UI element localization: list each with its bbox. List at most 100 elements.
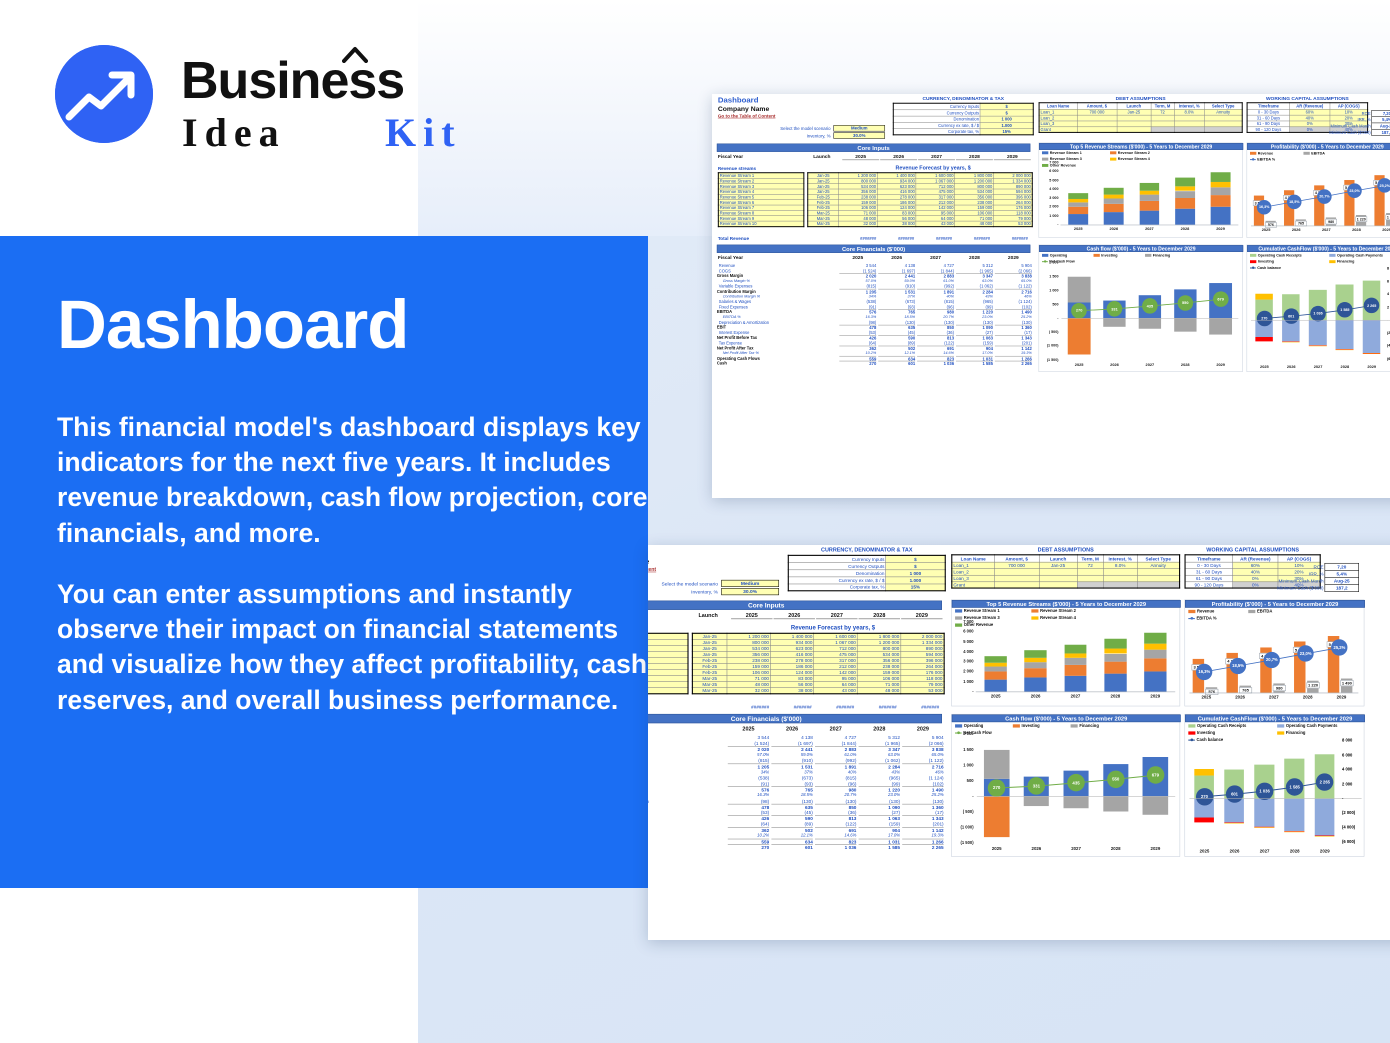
debt-cell[interactable]: 72 bbox=[1150, 108, 1175, 116]
net-cash-flow-bubble: 435 bbox=[1142, 298, 1158, 314]
revenue-stream-launch[interactable]: Jan-25 bbox=[807, 188, 839, 195]
currency-row-value[interactable]: 1 000 bbox=[885, 569, 946, 577]
legend-item: Revenue bbox=[1188, 609, 1243, 614]
revenue-stream-value[interactable]: 1 334 000 bbox=[993, 178, 1033, 184]
financial-row-value: (201) bbox=[1022, 340, 1032, 346]
inventory-input[interactable]: 30.0% bbox=[721, 588, 780, 596]
cash-balance-bubble: 1 585 bbox=[1337, 302, 1353, 318]
currency-row-value[interactable]: $ bbox=[885, 555, 946, 563]
x-tick: 2026 bbox=[1109, 226, 1119, 232]
revenue-stream-launch[interactable]: Mar-25 bbox=[692, 681, 728, 688]
wc-cell[interactable]: 0% bbox=[1289, 126, 1331, 133]
financial-row-value: 1 343 bbox=[902, 815, 944, 822]
debt-col-header: Interest, % bbox=[1173, 102, 1205, 110]
logo-circumflex-icon bbox=[342, 46, 368, 63]
financial-row-value: (130) bbox=[801, 798, 813, 804]
revenue-stream-value[interactable]: 56 000 bbox=[877, 215, 917, 222]
debt-cell[interactable]: Grant bbox=[951, 581, 995, 589]
revenue-stream-value[interactable]: 118 000 bbox=[993, 210, 1033, 216]
revenue-stream-name[interactable]: Revenue Stream 8 bbox=[718, 210, 805, 216]
currency-row-value[interactable]: 15% bbox=[885, 583, 946, 592]
chart-cash-flow-title: Cash flow ($'000) - 5 Years to December … bbox=[1039, 245, 1244, 252]
wc-cell[interactable]: 30% bbox=[1277, 574, 1321, 582]
revenue-stream-launch[interactable]: Mar-25 bbox=[692, 687, 728, 695]
revenue-stream-name[interactable]: Revenue Stream 10 bbox=[718, 220, 805, 227]
debt-cell[interactable]: Annuity bbox=[1204, 108, 1243, 116]
wc-cell[interactable]: 0% bbox=[1232, 574, 1279, 582]
debt-cell[interactable] bbox=[1173, 126, 1205, 133]
debt-cell[interactable] bbox=[1116, 126, 1152, 133]
y-tick: 2 000 bbox=[963, 731, 974, 737]
core-financials-year-2027: 2027 bbox=[829, 725, 842, 732]
total-revenue-value: ####### bbox=[898, 235, 915, 241]
revenue-stream-name[interactable]: Revenue Stream 7 bbox=[648, 669, 689, 676]
revenue-stream-value[interactable]: 32 000 bbox=[726, 687, 771, 695]
debt-cell[interactable] bbox=[1076, 574, 1104, 582]
revenue-stream-value[interactable]: 53 000 bbox=[900, 687, 945, 695]
revenue-stream-value[interactable]: 79 000 bbox=[900, 681, 945, 688]
chart-cumulative-cashflow-title: Cumulative CashFlow ($'000) - 5 Years to… bbox=[1247, 245, 1390, 252]
debt-cell[interactable]: Grant bbox=[1038, 126, 1078, 133]
revenue-stream-value[interactable]: 83 000 bbox=[877, 210, 917, 216]
bar-operating-payments bbox=[1224, 798, 1245, 823]
wc-cell[interactable]: 10% bbox=[1329, 108, 1368, 116]
debt-block-title: DEBT ASSUMPTIONS bbox=[1115, 95, 1166, 102]
revenue-stream-value[interactable]: 32 000 bbox=[838, 220, 878, 227]
revenue-stream-value[interactable]: 176 000 bbox=[900, 669, 945, 676]
debt-cell[interactable] bbox=[1076, 581, 1104, 589]
debt-cell[interactable] bbox=[1136, 574, 1180, 582]
wc-cell[interactable]: 0% bbox=[1232, 581, 1279, 589]
debt-cell[interactable]: Jan-25 bbox=[1116, 108, 1152, 116]
revenue-stream-value[interactable]: 594 000 bbox=[993, 188, 1033, 195]
revenue-stream-name[interactable]: Revenue Stream 10 bbox=[648, 687, 689, 695]
financial-row-value: 17.0% bbox=[887, 832, 901, 838]
legend-label: Operating Cash Payments bbox=[1285, 723, 1338, 729]
revenue-stream-value[interactable]: 1 334 000 bbox=[900, 639, 945, 646]
revenue-stream-value[interactable]: 416 000 bbox=[877, 188, 917, 195]
scenario-select[interactable]: Medium bbox=[833, 125, 886, 132]
financial-row-value: 634 bbox=[878, 355, 916, 361]
debt-cell[interactable] bbox=[1136, 581, 1180, 589]
revenue-stream-launch[interactable]: Mar-25 bbox=[807, 220, 839, 227]
bar-segment bbox=[1068, 206, 1089, 215]
currency-row-value[interactable]: 15% bbox=[980, 128, 1034, 136]
revenue-stream-launch[interactable]: Feb-25 bbox=[692, 669, 728, 676]
currency-row-value[interactable]: 1 000 bbox=[980, 115, 1034, 123]
revenue-stream-value[interactable]: 48 000 bbox=[856, 687, 901, 695]
revenue-stream-launch[interactable]: Mar-25 bbox=[807, 210, 839, 216]
debt-cell[interactable] bbox=[1204, 126, 1243, 133]
revenue-stream-value[interactable]: 43 000 bbox=[915, 220, 956, 227]
x-tick: 2029 bbox=[1150, 693, 1161, 699]
revenue-stream-value[interactable]: 53 000 bbox=[993, 220, 1033, 227]
revenue-stream-value[interactable]: 38 000 bbox=[877, 220, 917, 227]
revenue-stream-launch[interactable]: Mar-25 bbox=[807, 215, 839, 222]
debt-cell[interactable] bbox=[1103, 581, 1138, 589]
wc-cell[interactable]: 60% bbox=[1289, 108, 1331, 116]
wc-cell[interactable]: 40% bbox=[1277, 581, 1321, 589]
debt-cell[interactable] bbox=[1038, 581, 1078, 589]
currency-row-value[interactable]: 1.000 bbox=[885, 576, 946, 584]
table-of-content-link[interactable]: Go to the Table of Content bbox=[717, 113, 776, 119]
revenue-stream-value[interactable]: 43 000 bbox=[813, 687, 858, 695]
revenue-stream-name[interactable]: Revenue Stream 9 bbox=[648, 681, 689, 688]
revenue-stream-value[interactable]: 38 000 bbox=[770, 687, 815, 695]
debt-cell[interactable] bbox=[1076, 126, 1118, 133]
table-of-content-link[interactable]: Go to the Table of Content bbox=[648, 566, 657, 573]
currency-row-label: Currency ex rate, $ / $ bbox=[788, 576, 887, 584]
debt-cell[interactable]: 700 000 bbox=[1076, 108, 1118, 116]
debt-cell[interactable] bbox=[994, 581, 1040, 589]
financial-row-value: 1 036 bbox=[917, 361, 955, 366]
scenario-select[interactable]: Medium bbox=[721, 579, 780, 587]
dashboard-screenshot-top[interactable]: Dashboard Company Name Go to the Table of … bbox=[712, 94, 1390, 498]
revenue-stream-value[interactable]: 48 000 bbox=[954, 220, 994, 227]
currency-row-value[interactable]: $ bbox=[885, 562, 946, 570]
debt-cell[interactable]: Loan_3 bbox=[951, 574, 995, 582]
revenue-stream-value[interactable]: 79 000 bbox=[993, 215, 1033, 222]
wc-cell[interactable]: 40% bbox=[1329, 126, 1368, 133]
inventory-input[interactable]: 30.0% bbox=[833, 132, 886, 139]
revenue-stream-name[interactable]: Revenue Stream 4 bbox=[718, 188, 805, 195]
revenue-stream-name[interactable]: Revenue Stream 9 bbox=[718, 215, 805, 222]
debt-cell[interactable] bbox=[1150, 126, 1175, 133]
